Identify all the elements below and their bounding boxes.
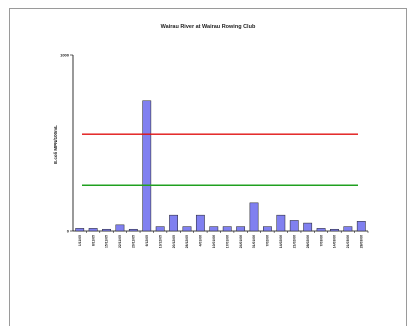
x-tick-label: 29/11/05	[132, 235, 136, 248]
bar	[263, 227, 271, 231]
x-tick-label: 14/03/06	[333, 235, 337, 248]
x-tick-label: 13/12/05	[158, 235, 162, 248]
bar	[116, 225, 124, 231]
bar	[250, 203, 258, 231]
x-tick-label: 15/11/05	[105, 235, 109, 248]
x-tick-label: 6/12/05	[145, 235, 149, 246]
bar	[183, 227, 191, 231]
bar	[277, 215, 285, 231]
x-tick-label: 24/01/06	[239, 235, 243, 248]
bar	[330, 229, 338, 231]
y-tick-label: 0	[67, 229, 70, 234]
x-tick-label: 28/02/06	[306, 235, 310, 248]
bar	[304, 223, 312, 231]
x-tick-label: 21/02/06	[292, 235, 296, 248]
x-tick-label: 8/11/05	[91, 235, 95, 246]
x-tick-label: 21/03/06	[346, 235, 350, 248]
bar	[169, 215, 177, 231]
bar	[290, 220, 298, 231]
x-tick-label: 10/01/06	[212, 235, 216, 248]
bar	[223, 227, 231, 231]
bar	[129, 229, 137, 231]
x-tick-label: 7/02/06	[266, 235, 270, 246]
bar	[317, 228, 325, 231]
x-tick-label: 31/01/06	[252, 235, 256, 248]
bar	[76, 228, 84, 231]
x-tick-label: 17/01/06	[225, 235, 229, 248]
x-tick-label: 4/01/06	[199, 235, 203, 246]
bar	[143, 101, 151, 231]
x-tick-label: 7/03/06	[319, 235, 323, 246]
bar	[156, 227, 164, 231]
bar	[236, 227, 244, 231]
x-tick-label: 28/03/06	[359, 235, 363, 248]
bar	[357, 221, 365, 231]
x-tick-label: 14/02/06	[279, 235, 283, 248]
y-tick-label: 1000	[60, 53, 70, 58]
x-tick-label: 20/12/05	[172, 235, 176, 248]
bar	[89, 228, 97, 231]
x-tick-label: 22/11/05	[118, 235, 122, 248]
x-tick-label: 28/12/05	[185, 235, 189, 248]
bar	[196, 215, 204, 231]
bar	[210, 227, 218, 231]
bar	[102, 229, 110, 231]
bar	[344, 227, 352, 231]
x-tick-label: 1/11/05	[78, 235, 82, 246]
